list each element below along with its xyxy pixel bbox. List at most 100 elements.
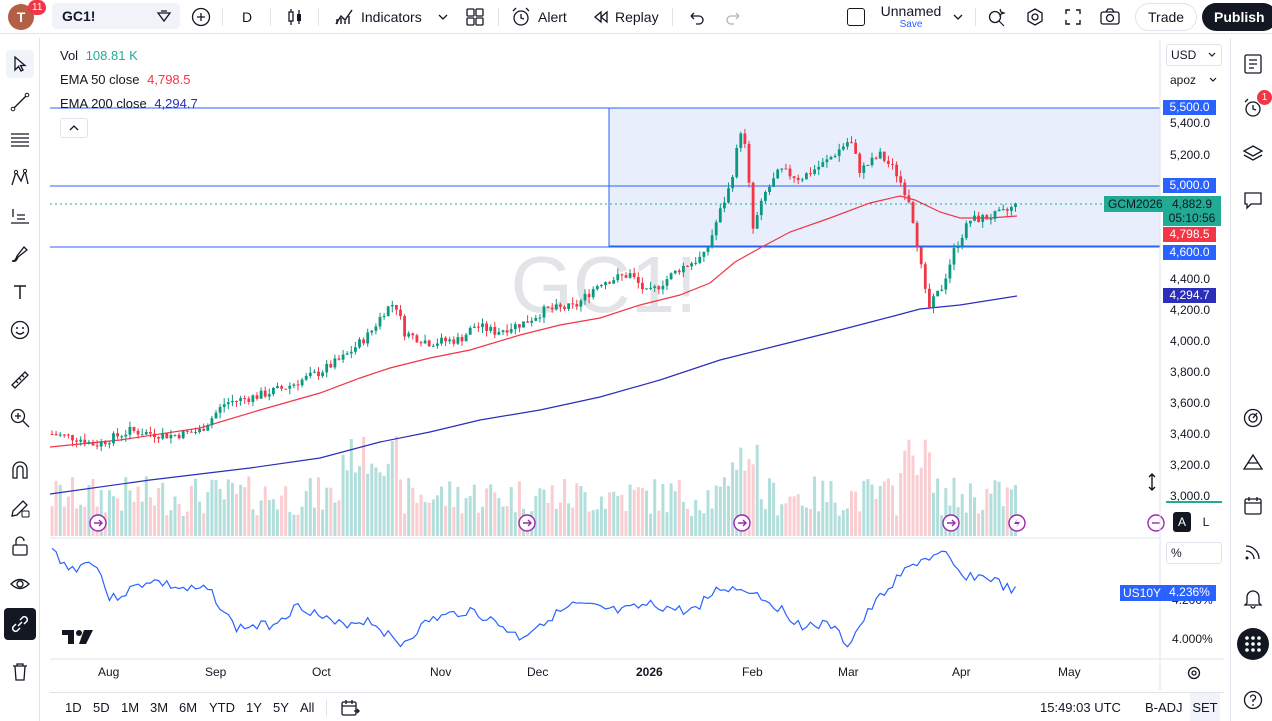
currency-select[interactable]: USD: [1166, 44, 1222, 66]
indicator-unit-select[interactable]: %: [1166, 542, 1222, 564]
volume-legend[interactable]: Vol 108.81 K: [60, 48, 138, 63]
range-6m[interactable]: 6M: [179, 700, 198, 715]
chats-button[interactable]: [1239, 186, 1267, 214]
clock-display[interactable]: 15:49:03 UTC: [1040, 700, 1121, 715]
interval-button[interactable]: D: [242, 9, 253, 25]
apps-button[interactable]: [1237, 628, 1269, 660]
snapshot-button[interactable]: [1099, 0, 1121, 34]
fullscreen-button[interactable]: [1064, 0, 1082, 34]
adjustment-toggle[interactable]: B-ADJ: [1145, 700, 1183, 715]
price-zone-rectangle[interactable]: [608, 107, 1161, 247]
indicators-button[interactable]: Indicators: [333, 0, 422, 34]
emoji-tool[interactable]: [6, 316, 34, 344]
indicator-tick: 4.000%: [1172, 632, 1213, 646]
goto-date-button[interactable]: [340, 693, 360, 721]
cursor-tool[interactable]: [6, 50, 34, 78]
volume-bar: [481, 506, 484, 536]
hide-drawings-tool[interactable]: [6, 570, 34, 598]
undo-button[interactable]: [687, 0, 705, 34]
fib-tool[interactable]: [6, 126, 34, 154]
indicators-dropdown[interactable]: [437, 0, 449, 34]
unit-select[interactable]: apoz: [1166, 69, 1222, 91]
watchlist-button[interactable]: [1239, 50, 1267, 78]
ema200-line[interactable]: [49, 295, 1018, 495]
technicals-button[interactable]: [1239, 404, 1267, 432]
volume-bar: [255, 515, 259, 536]
pattern-tool[interactable]: [6, 164, 34, 192]
replay-button[interactable]: Replay: [591, 0, 659, 34]
ema200-legend[interactable]: EMA 200 close 4,294.7: [60, 96, 198, 111]
tradingview-logo[interactable]: [62, 630, 93, 644]
price-tag-5500[interactable]: 5,500.0: [1163, 100, 1216, 115]
help-button[interactable]: [1239, 686, 1267, 714]
camera-icon: [1100, 8, 1120, 25]
layouts-button[interactable]: [465, 0, 485, 34]
notifications-button[interactable]: [1239, 584, 1267, 612]
ruler-tool[interactable]: [6, 366, 34, 394]
symbol-search[interactable]: GC1!: [52, 3, 180, 29]
dividend-marker-icon[interactable]: [1008, 514, 1026, 532]
compare-symbol-icon[interactable]: [156, 8, 172, 24]
volume-bar: [862, 480, 866, 536]
layout-name-button[interactable]: Unnamed Save: [878, 0, 944, 34]
candle-body: [202, 428, 206, 431]
alerts-button[interactable]: 1: [1239, 90, 1272, 122]
candle-body: [583, 293, 587, 301]
range-ytd[interactable]: YTD: [209, 700, 235, 715]
trade-button[interactable]: Trade: [1135, 3, 1198, 31]
range-1m[interactable]: 1M: [121, 700, 140, 715]
range-1d[interactable]: 1D: [65, 700, 82, 715]
news-button[interactable]: [1239, 538, 1267, 566]
settings-button[interactable]: [1025, 0, 1045, 34]
forecast-tool[interactable]: [6, 202, 34, 230]
range-5d[interactable]: 5D: [93, 700, 110, 715]
event-marker-icon[interactable]: [518, 514, 536, 532]
redo-button[interactable]: [725, 0, 743, 34]
sync-drawings-tool[interactable]: [4, 608, 36, 640]
drawing-mode-tool[interactable]: [6, 494, 34, 522]
layout-checkbox[interactable]: [847, 0, 865, 34]
event-marker-icon[interactable]: [89, 514, 107, 532]
object-tree-button[interactable]: [1239, 140, 1267, 168]
alert-button[interactable]: Alert: [510, 0, 567, 34]
layout-dropdown[interactable]: [952, 0, 964, 34]
ideas-button[interactable]: [1239, 448, 1267, 476]
zoom-tool[interactable]: [6, 404, 34, 432]
chart-settings-button[interactable]: [1186, 665, 1202, 686]
add-symbol-button[interactable]: [190, 0, 212, 34]
brush-tool[interactable]: [6, 240, 34, 268]
last-price-tag[interactable]: 4,882.9 05:10:56: [1163, 196, 1221, 226]
us10y-line[interactable]: [51, 547, 1017, 648]
text-tool[interactable]: [6, 278, 34, 306]
chart-type-button[interactable]: [285, 0, 305, 34]
volume-bar: [153, 505, 156, 536]
auto-scale-button[interactable]: A: [1173, 512, 1191, 532]
user-avatar[interactable]: T 11: [8, 0, 47, 34]
ema50-line[interactable]: [49, 195, 1018, 448]
range-5y[interactable]: 5Y: [273, 700, 289, 715]
publish-button[interactable]: Publish: [1202, 3, 1272, 31]
quick-search-button[interactable]: [987, 0, 1007, 34]
ema50-legend[interactable]: EMA 50 close 4,798.5: [60, 72, 191, 87]
remove-drawings-tool[interactable]: [6, 658, 34, 686]
event-marker-icon[interactable]: [942, 514, 960, 532]
range-all[interactable]: All: [300, 700, 315, 715]
trend-line-tool[interactable]: [6, 88, 34, 116]
range-1y[interactable]: 1Y: [246, 700, 262, 715]
event-marker-icon[interactable]: [1147, 514, 1165, 532]
volume-bar: [71, 477, 74, 536]
event-marker-icon[interactable]: [733, 514, 751, 532]
price-tag-4600[interactable]: 4,600.0: [1163, 245, 1216, 260]
candle-body: [960, 237, 964, 247]
lock-drawings-tool[interactable]: [6, 532, 34, 560]
collapse-legend-button[interactable]: [60, 118, 88, 138]
log-scale-button[interactable]: L: [1202, 515, 1210, 529]
session-toggle[interactable]: SET: [1190, 693, 1220, 721]
magnet-tool[interactable]: [6, 456, 34, 484]
calendar-button[interactable]: [1239, 492, 1267, 520]
candle-body: [513, 324, 517, 330]
price-tag-5000[interactable]: 5,000.0: [1163, 178, 1216, 193]
candle-body: [489, 326, 493, 331]
range-3m[interactable]: 3M: [150, 700, 169, 715]
